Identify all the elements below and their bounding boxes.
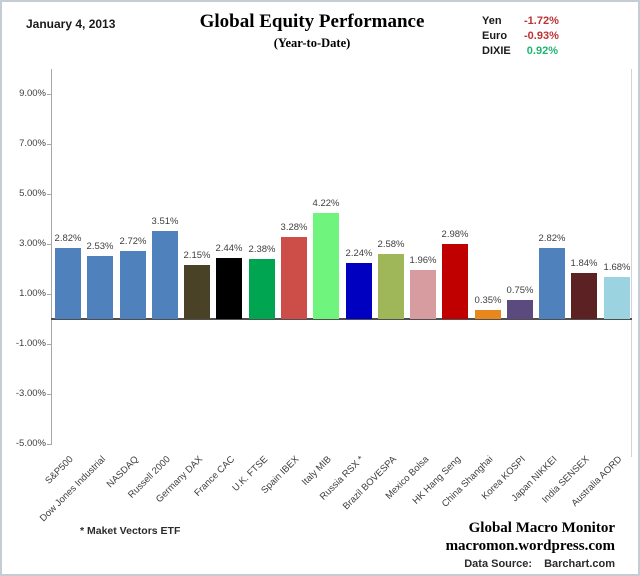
y-tick-label: -3.00%: [15, 388, 46, 399]
y-tick-mark: [47, 244, 51, 245]
y-tick-mark: [47, 144, 51, 145]
y-tick-label: 3.00%: [19, 238, 46, 249]
chart-subtitle: (Year-to-Date): [273, 36, 351, 50]
legend-label-euro: Euro: [482, 30, 508, 42]
bar-value-label: 2.82%: [54, 233, 82, 244]
bar-value-label: 0.75%: [506, 285, 534, 296]
legend-row-dixie: DIXIE 0.92%: [482, 44, 558, 59]
bar-NASDAQ: [120, 251, 146, 319]
chart-title: Global Equity Performance: [199, 11, 425, 32]
bar-Korea KOSPI: [507, 300, 533, 319]
bar-U.K. FTSE: [249, 259, 275, 319]
bar-value-label: 2.58%: [377, 239, 405, 250]
bar-S&P500: [55, 248, 81, 319]
plot-right-border: [631, 69, 632, 457]
bar-value-label: 2.82%: [538, 233, 566, 244]
bar-value-label: 2.44%: [215, 243, 243, 254]
y-tick-mark: [47, 194, 51, 195]
fx-legend: Yen -1.72% Euro -0.93% DIXIE 0.92%: [482, 14, 559, 59]
y-tick-label: 5.00%: [19, 188, 46, 199]
brand-block: Global Macro Monitor macromon.wordpress.…: [446, 519, 615, 555]
legend-row-euro: Euro -0.93%: [482, 29, 559, 44]
y-tick-label: 7.00%: [19, 138, 46, 149]
bar-value-label: 2.53%: [86, 241, 114, 252]
bar-China Shanghai: [475, 310, 501, 319]
bar-value-label: 0.35%: [474, 295, 502, 306]
bar-value-label: 3.51%: [151, 216, 179, 227]
y-tick-mark: [47, 94, 51, 95]
legend-value-yen: -1.72%: [524, 15, 559, 27]
y-tick-label: 1.00%: [19, 288, 46, 299]
bar-Brazil BOVESPA: [378, 254, 404, 319]
legend-row-yen: Yen -1.72%: [482, 14, 559, 29]
x-axis-zero-line: [51, 318, 632, 320]
bar-Russia RSX *: [346, 263, 372, 319]
data-source: Data Source: Barchart.com: [464, 558, 615, 570]
brand-url: macromon.wordpress.com: [445, 538, 615, 554]
legend-value-euro: -0.93%: [524, 30, 559, 42]
data-source-label: Data Source:: [464, 558, 533, 570]
bar-value-label: 2.72%: [119, 236, 147, 247]
bar-value-label: 2.38%: [248, 244, 276, 255]
data-source-value: Barchart.com: [544, 558, 615, 570]
bar-value-label: 2.24%: [345, 248, 373, 259]
y-tick-label: -5.00%: [15, 438, 46, 449]
bar-Russell 2000: [152, 231, 178, 319]
legend-label-dixie: DIXIE: [482, 45, 511, 57]
bar-Dow Jones Industrial: [87, 256, 113, 319]
bar-value-label: 1.68%: [603, 262, 631, 273]
legend-label-yen: Yen: [482, 15, 502, 27]
footnote: * Maket Vectors ETF: [80, 525, 181, 537]
y-tick-label: -1.00%: [15, 338, 46, 349]
bar-value-label: 4.22%: [312, 198, 340, 209]
bar-value-label: 1.84%: [570, 258, 598, 269]
bar-value-label: 1.96%: [409, 255, 437, 266]
bar-HK Hang Seng: [442, 244, 468, 319]
report-date: January 4, 2013: [26, 17, 116, 31]
brand-name: Global Macro Monitor: [468, 520, 615, 536]
y-tick-mark: [47, 444, 51, 445]
bar-value-label: 2.98%: [441, 229, 469, 240]
bar-France CAC: [216, 258, 242, 319]
y-tick-mark: [47, 394, 51, 395]
y-axis-line: [51, 69, 52, 445]
bar-Japan NIKKEI: [539, 248, 565, 319]
bar-value-label: 3.28%: [280, 222, 308, 233]
y-tick-label: 9.00%: [19, 88, 46, 99]
bar-Italy MIB: [313, 213, 339, 319]
bar-India SENSEX: [571, 273, 597, 319]
legend-value-dixie: 0.92%: [526, 45, 558, 57]
bar-value-label: 2.15%: [183, 250, 211, 261]
y-tick-mark: [47, 344, 51, 345]
bar-Germany DAX: [184, 265, 210, 319]
bar-Australia AORD: [604, 277, 630, 319]
y-tick-mark: [47, 294, 51, 295]
bar-Spain IBEX: [281, 237, 307, 319]
bar-Mexico Bolsa: [410, 270, 436, 319]
